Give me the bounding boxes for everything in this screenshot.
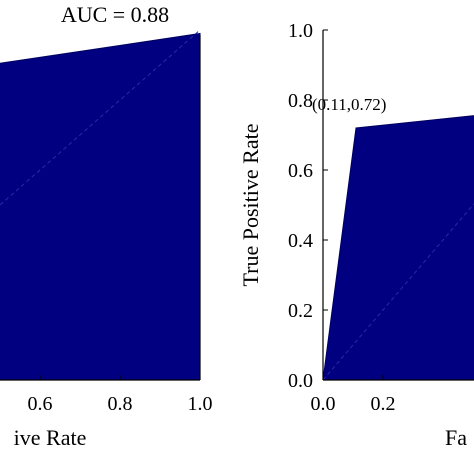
right-roc-plot: 0.0 0.2 0.0 0.2 0.4 0.6 0.8 1.0 Fa True Positive …: [238, 20, 474, 450]
left-roc-plot: 0.6 0.8 1.0 AUC = 0.88 ive Rate: [0, 2, 213, 450]
right-point-annotation: (0.11,0.72): [312, 95, 386, 114]
left-x-axis-label: ive Rate: [14, 425, 87, 450]
left-x-tick-label: 1.0: [188, 393, 213, 415]
right-y-tick-label: 1.0: [288, 20, 313, 42]
right-auc-area: [323, 115, 474, 380]
right-x-tick-label: 0.2: [371, 393, 396, 415]
right-x-tick-label: 0.0: [311, 393, 336, 415]
right-roc-line: [322, 115, 474, 381]
left-x-tick-label: 0.8: [108, 393, 133, 415]
right-y-tick-label: 0.6: [288, 160, 313, 182]
left-auc-area: [0, 33, 200, 380]
right-x-axis-label: Fa: [445, 425, 467, 450]
right-y-axis-label: True Positive Rate: [238, 124, 263, 287]
right-y-tick-label: 0.2: [288, 300, 313, 322]
left-chart-title: AUC = 0.88: [61, 2, 169, 27]
right-y-tick-label: 0.4: [288, 230, 313, 252]
right-y-tick-label: 0.8: [288, 90, 313, 112]
right-y-tick-label: 0.0: [288, 370, 313, 392]
left-x-tick-label: 0.6: [28, 393, 53, 415]
left-diagonal-line: [0, 29, 201, 206]
